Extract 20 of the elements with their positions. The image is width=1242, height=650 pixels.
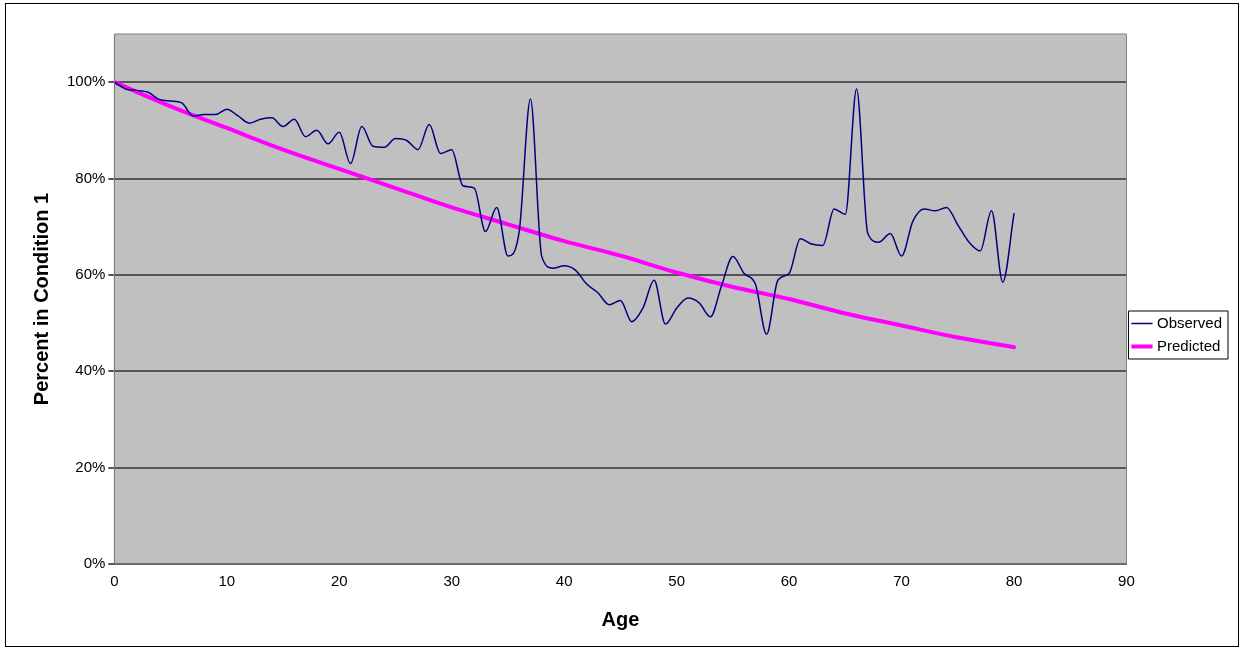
legend-label: Observed bbox=[1156, 313, 1223, 331]
y-tick-label: 20% bbox=[75, 457, 106, 475]
x-tick-label: 80 bbox=[1005, 572, 1023, 590]
x-tick-label: 10 bbox=[218, 572, 236, 590]
x-tick-label: 60 bbox=[780, 572, 798, 590]
y-tick-label: 100% bbox=[66, 72, 106, 90]
y-tick-label: 40% bbox=[75, 361, 106, 379]
x-tick-label: 70 bbox=[893, 572, 910, 590]
y-axis-title: Percent in Condition 1 bbox=[29, 192, 52, 406]
y-tick-label: 0% bbox=[83, 554, 106, 572]
x-tick-label: 20 bbox=[330, 572, 348, 590]
x-tick-label: 90 bbox=[1118, 572, 1135, 590]
x-axis-title: Age bbox=[601, 607, 640, 630]
y-tick-label: 60% bbox=[75, 265, 106, 283]
x-tick-label: 50 bbox=[668, 572, 685, 590]
y-tick-label: 80% bbox=[75, 168, 106, 186]
x-tick-label: 40 bbox=[555, 572, 573, 590]
x-tick-label: 0 bbox=[110, 572, 119, 590]
x-tick-label: 30 bbox=[443, 572, 461, 590]
legend-label: Predicted bbox=[1156, 336, 1221, 354]
